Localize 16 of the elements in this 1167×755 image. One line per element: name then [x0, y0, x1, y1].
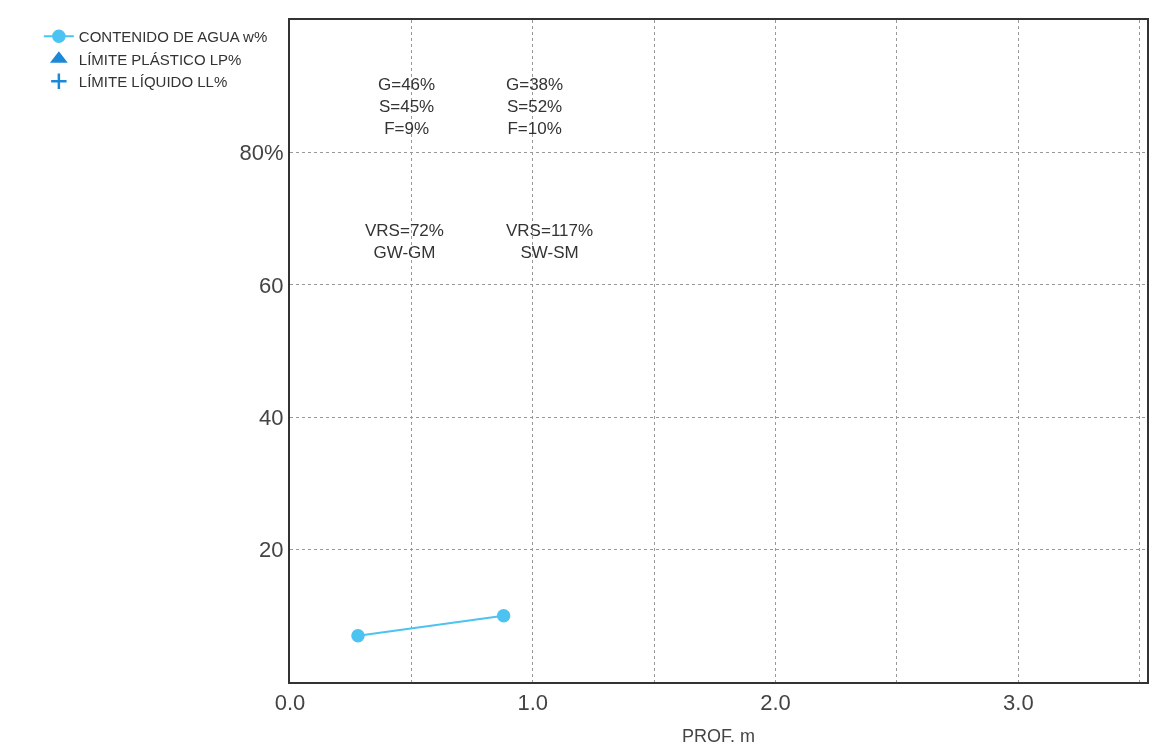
annotation: VRS=72% GW-GM	[365, 221, 444, 263]
legend-label: LÍMITE PLÁSTICO LP%	[78, 50, 242, 68]
x-axis-title: PROF. m	[681, 726, 756, 746]
y-tick-label: 60	[259, 272, 284, 298]
legend-label: LÍMITE LÍQUIDO LL%	[78, 73, 228, 91]
y-tick-label: 20	[259, 537, 284, 563]
annotation: G=46% S=45% F=9%	[378, 75, 436, 139]
x-tick-label: 2.0	[760, 690, 791, 716]
x-tick-label: 0.0	[274, 690, 306, 716]
legend-label: CONTENIDO DE AGUA w%	[78, 28, 268, 46]
x-tick-label: 1.0	[517, 690, 549, 716]
y-tick-label: 40	[259, 404, 284, 430]
y-tick-label: 80%	[239, 140, 284, 166]
x-tick-label: 3.0	[1003, 690, 1034, 716]
annotation: G=38% S=52% F=10%	[506, 75, 564, 139]
annotation: VRS=117% SW-SM	[506, 221, 594, 263]
